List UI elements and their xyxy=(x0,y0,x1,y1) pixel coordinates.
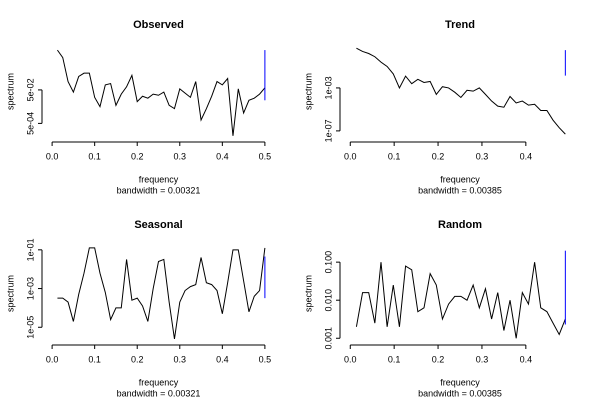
x-axis-label: frequency xyxy=(440,377,480,387)
panel-title: Random xyxy=(438,219,482,231)
x-tick-label: 0.0 xyxy=(46,151,59,161)
x-tick-label: 0.3 xyxy=(476,354,489,364)
y-axis-label: spectrum xyxy=(303,73,313,110)
y-tick-label: 1e-05 xyxy=(25,316,35,339)
bandwidth-label: bandwidth = 0.00385 xyxy=(418,388,502,398)
bandwidth-label: bandwidth = 0.00321 xyxy=(117,185,201,195)
y-tick-label: 5e-04 xyxy=(25,112,35,135)
y-tick-label: 1e-03 xyxy=(25,277,35,300)
panel-title: Seasonal xyxy=(134,219,182,231)
x-tick-label: 0.0 xyxy=(344,354,357,364)
x-tick-label: 0.4 xyxy=(216,354,229,364)
x-tick-label: 0.2 xyxy=(432,151,445,161)
x-tick-label: 0.3 xyxy=(174,354,187,364)
y-tick-label: 0.010 xyxy=(323,289,333,312)
x-tick-label: 0.4 xyxy=(216,151,229,161)
bandwidth-label: bandwidth = 0.00321 xyxy=(117,388,201,398)
y-tick-label: 0.100 xyxy=(323,251,333,274)
spectrum-line xyxy=(355,262,566,339)
x-axis-label: frequency xyxy=(139,377,179,387)
y-axis-label: spectrum xyxy=(5,275,15,312)
x-tick-label: 0.2 xyxy=(131,151,144,161)
x-tick-label: 0.2 xyxy=(131,354,144,364)
x-tick-label: 0.2 xyxy=(432,354,445,364)
x-tick-label: 0.1 xyxy=(388,151,401,161)
x-tick-label: 0.3 xyxy=(174,151,187,161)
y-tick-label: 1e-03 xyxy=(323,76,333,99)
panel-title: Trend xyxy=(445,19,475,31)
y-tick-label: 1e-07 xyxy=(323,119,333,142)
x-tick-label: 0.0 xyxy=(344,151,357,161)
spectrum-line xyxy=(57,247,266,339)
y-tick-label: 1e-01 xyxy=(25,238,35,261)
x-tick-label: 0.3 xyxy=(476,151,489,161)
x-tick-label: 0.4 xyxy=(520,151,533,161)
y-tick-label: 0.001 xyxy=(323,327,333,350)
x-tick-label: 0.4 xyxy=(520,354,533,364)
y-axis-label: spectrum xyxy=(5,73,15,110)
y-tick-label: 5e-02 xyxy=(25,78,35,101)
x-axis-label: frequency xyxy=(139,174,179,184)
x-tick-label: 0.5 xyxy=(259,151,272,161)
x-tick-label: 0.0 xyxy=(46,354,59,364)
x-axis-label: frequency xyxy=(440,174,480,184)
x-tick-label: 0.5 xyxy=(259,354,272,364)
spectrum-line xyxy=(356,47,566,135)
x-tick-label: 0.1 xyxy=(88,151,101,161)
y-axis-label: spectrum xyxy=(303,275,313,312)
x-tick-label: 0.1 xyxy=(88,354,101,364)
x-tick-label: 0.1 xyxy=(388,354,401,364)
bandwidth-label: bandwidth = 0.00385 xyxy=(418,185,502,195)
panel-title: Observed xyxy=(133,19,184,31)
spectrum-line xyxy=(57,49,266,136)
